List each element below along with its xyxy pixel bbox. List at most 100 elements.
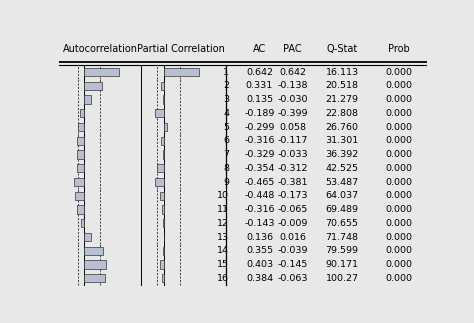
- Text: 13: 13: [217, 233, 229, 242]
- Text: -0.448: -0.448: [244, 191, 274, 200]
- Text: 0.000: 0.000: [385, 219, 412, 228]
- Text: 31.301: 31.301: [326, 136, 359, 145]
- Text: 0.000: 0.000: [385, 95, 412, 104]
- Bar: [155, 178, 164, 186]
- Text: 15: 15: [218, 260, 229, 269]
- Bar: [84, 247, 103, 255]
- Text: 0.135: 0.135: [246, 95, 273, 104]
- Text: -0.145: -0.145: [277, 260, 308, 269]
- Bar: [84, 274, 105, 283]
- Text: 90.171: 90.171: [326, 260, 359, 269]
- Text: 3: 3: [223, 95, 229, 104]
- Text: 79.599: 79.599: [326, 246, 359, 255]
- Text: 26.760: 26.760: [326, 122, 359, 131]
- Text: -0.189: -0.189: [244, 109, 274, 118]
- Bar: [84, 260, 106, 269]
- Text: -0.138: -0.138: [277, 81, 308, 90]
- Text: 12: 12: [218, 219, 229, 228]
- Text: Q-Stat: Q-Stat: [327, 44, 358, 54]
- Bar: [162, 205, 164, 214]
- Text: 0.000: 0.000: [385, 164, 412, 173]
- Text: 10: 10: [218, 191, 229, 200]
- Text: -0.381: -0.381: [277, 178, 308, 187]
- Text: -0.039: -0.039: [277, 246, 308, 255]
- Text: 22.808: 22.808: [326, 109, 359, 118]
- Bar: [77, 151, 84, 159]
- Text: 0.000: 0.000: [385, 109, 412, 118]
- Text: 0.000: 0.000: [385, 246, 412, 255]
- Text: -0.063: -0.063: [277, 274, 308, 283]
- Text: 5: 5: [223, 122, 229, 131]
- Text: -0.316: -0.316: [244, 136, 275, 145]
- Text: 1: 1: [223, 68, 229, 77]
- Bar: [78, 123, 84, 131]
- Text: 7: 7: [223, 150, 229, 159]
- Text: -0.143: -0.143: [244, 219, 275, 228]
- Bar: [80, 109, 84, 117]
- Text: -0.399: -0.399: [277, 109, 308, 118]
- Text: 0.000: 0.000: [385, 191, 412, 200]
- Text: 0.384: 0.384: [246, 274, 273, 283]
- Text: AC: AC: [253, 44, 266, 54]
- Text: 0.000: 0.000: [385, 178, 412, 187]
- Text: 0.331: 0.331: [246, 81, 273, 90]
- Text: 0.000: 0.000: [385, 150, 412, 159]
- Text: 2: 2: [223, 81, 229, 90]
- Text: 0.000: 0.000: [385, 274, 412, 283]
- Bar: [162, 274, 164, 283]
- Text: 0.355: 0.355: [246, 246, 273, 255]
- Bar: [163, 151, 164, 159]
- Text: 71.748: 71.748: [326, 233, 359, 242]
- Text: -0.030: -0.030: [277, 95, 308, 104]
- Bar: [164, 68, 199, 76]
- Text: 70.655: 70.655: [326, 219, 359, 228]
- Text: 0.136: 0.136: [246, 233, 273, 242]
- Text: 0.058: 0.058: [279, 122, 306, 131]
- Text: 0.016: 0.016: [279, 233, 306, 242]
- Text: 0.642: 0.642: [279, 68, 306, 77]
- Text: -0.033: -0.033: [277, 150, 308, 159]
- Text: 0.000: 0.000: [385, 260, 412, 269]
- Bar: [164, 123, 167, 131]
- Text: -0.316: -0.316: [244, 205, 275, 214]
- Text: 0.000: 0.000: [385, 233, 412, 242]
- Text: 14: 14: [218, 246, 229, 255]
- Bar: [160, 192, 164, 200]
- Bar: [161, 82, 164, 90]
- Text: -0.009: -0.009: [277, 219, 308, 228]
- Text: 0.000: 0.000: [385, 205, 412, 214]
- Text: 0.000: 0.000: [385, 81, 412, 90]
- Text: -0.173: -0.173: [277, 191, 308, 200]
- Bar: [84, 95, 91, 104]
- Text: 4: 4: [223, 109, 229, 118]
- Text: 0.000: 0.000: [385, 122, 412, 131]
- Text: -0.329: -0.329: [244, 150, 275, 159]
- Text: 20.518: 20.518: [326, 81, 359, 90]
- Text: 16: 16: [218, 274, 229, 283]
- Text: 0.642: 0.642: [246, 68, 273, 77]
- Bar: [163, 95, 164, 104]
- Text: 0.403: 0.403: [246, 260, 273, 269]
- Text: 21.279: 21.279: [326, 95, 359, 104]
- Bar: [155, 109, 164, 117]
- Text: 64.037: 64.037: [326, 191, 359, 200]
- Bar: [157, 164, 164, 172]
- Bar: [74, 178, 84, 186]
- Text: 42.525: 42.525: [326, 164, 359, 173]
- Text: Autocorrelation: Autocorrelation: [63, 44, 138, 54]
- Text: 9: 9: [223, 178, 229, 187]
- Text: -0.299: -0.299: [244, 122, 274, 131]
- Text: 8: 8: [223, 164, 229, 173]
- Text: -0.354: -0.354: [244, 164, 275, 173]
- Text: 0.000: 0.000: [385, 68, 412, 77]
- Text: 16.113: 16.113: [326, 68, 359, 77]
- Text: -0.312: -0.312: [277, 164, 308, 173]
- Text: PAC: PAC: [283, 44, 302, 54]
- Text: 11: 11: [218, 205, 229, 214]
- Bar: [161, 137, 164, 145]
- Bar: [160, 260, 164, 269]
- Bar: [76, 164, 84, 172]
- Text: 53.487: 53.487: [326, 178, 359, 187]
- Text: 0.000: 0.000: [385, 136, 412, 145]
- Bar: [84, 68, 119, 76]
